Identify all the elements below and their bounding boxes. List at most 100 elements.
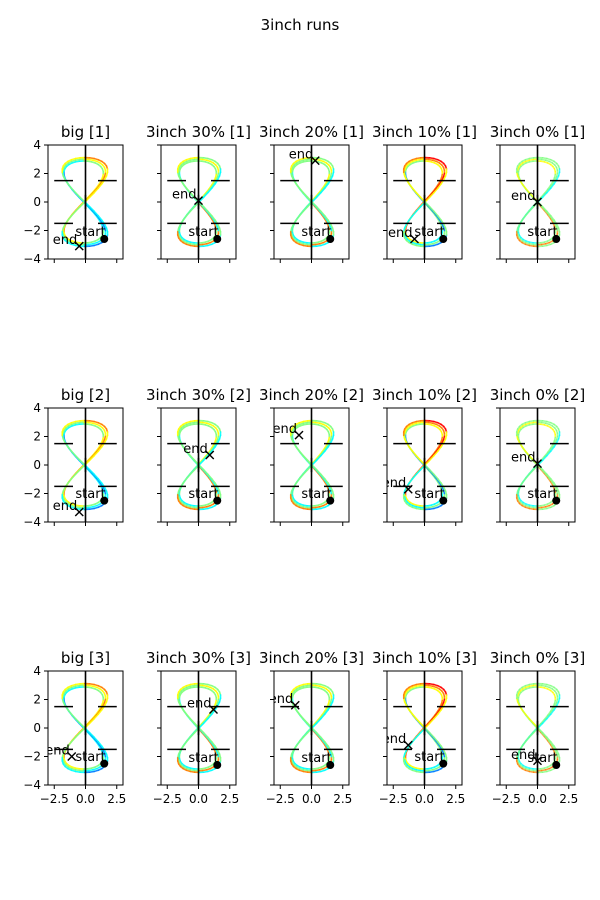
plot-area: start end [506,145,569,259]
start-label: start [75,225,105,240]
y-tick-label: 4 [33,664,41,678]
y-tick-label: 2 [33,693,41,707]
subplot-title: 3inch 30% [2] [146,386,251,404]
end-marker [403,740,413,750]
start-label: start [301,225,331,240]
subplot-9: 3inch 10% [2] start end [372,386,477,526]
start-marker [100,759,109,768]
x-tick-label: −2.5 [40,792,69,806]
start-marker [326,761,335,770]
end-label: end [172,188,197,203]
end-marker [533,197,542,207]
end-marker [74,507,84,517]
x-tick-label: 2.5 [220,792,239,806]
subplot-title: 3inch 10% [1] [372,123,477,141]
start-marker [439,496,448,505]
end-marker [290,700,300,710]
y-tick-label: 2 [33,430,41,444]
x-tick-label: −2.5 [153,792,182,806]
x-tick-label: −2.5 [266,792,295,806]
start-label: start [188,225,218,240]
gate-2 [280,720,343,785]
subplot-title: 3inch 20% [2] [259,386,364,404]
subplot-title: 3inch 20% [3] [259,649,364,667]
subplot-title: big [2] [61,386,110,404]
start-marker [100,235,109,244]
subplot-2: 3inch 30% [1] start end [146,123,251,263]
start-marker [213,235,222,244]
end-marker [533,459,542,469]
subplot-14: 3inch 10% [3] start end −2.5 0.0 2.5 [372,649,477,806]
end-marker [205,450,215,460]
start-marker [439,759,448,768]
end-label: end [511,189,536,204]
subplot-title: 3inch 0% [1] [490,123,586,141]
gate-2 [280,457,343,522]
figure-suptitle: 3inch runs [261,16,340,34]
x-tick-label: 2.5 [446,792,465,806]
start-marker [213,496,222,505]
x-tick-label: 0.0 [189,792,208,806]
subplot-title: 3inch 10% [3] [372,649,477,667]
x-tick-label: 2.5 [333,792,352,806]
start-label: start [527,487,557,502]
end-marker [533,756,542,766]
y-tick-label: −2 [23,750,41,764]
x-tick-label: 0.0 [302,792,321,806]
end-marker [209,704,218,714]
subplot-title: 3inch 0% [2] [490,386,586,404]
gate-2 [54,720,117,785]
gate-2 [167,457,230,522]
end-label: end [269,692,294,707]
start-label: start [75,487,105,502]
end-label: end [289,148,314,163]
x-tick-label: −2.5 [492,792,521,806]
y-tick-label: 0 [33,721,41,735]
start-label: start [188,487,218,502]
gate-2 [506,194,569,259]
end-marker [410,234,419,244]
gate-2 [506,457,569,522]
gate-2 [280,194,343,259]
trajectory-lap-3 [515,419,561,511]
subplot-13: 3inch 20% [3] start end −2.5 0.0 2.5 [259,649,364,806]
subplot-title: 3inch 0% [3] [490,649,586,667]
y-tick-label: −4 [23,778,41,792]
start-marker [326,496,335,505]
subplot-10: 3inch 0% [2] start end [490,386,586,526]
end-label: end [511,451,536,466]
end-marker [403,484,413,494]
trajectory-lap-3 [61,156,109,248]
end-marker [194,196,203,206]
end-label: end [388,226,413,241]
subplot-12: 3inch 30% [3] start end −2.5 0.0 2.5 [146,649,251,806]
trajectory-lap-3 [402,682,448,774]
end-marker [74,241,84,251]
end-label: end [511,748,536,763]
start-label: start [188,751,218,766]
subplot-7: 3inch 30% [2] start end [146,386,251,526]
gate-2 [54,457,117,522]
trajectory-lap-3 [176,682,222,774]
start-marker [213,761,222,770]
start-label: start [527,225,557,240]
gate-2 [393,194,456,259]
y-tick-label: 0 [33,458,41,472]
y-tick-label: 2 [33,167,41,181]
y-tick-label: 4 [33,401,41,415]
start-label: start [414,487,444,502]
start-label: start [301,487,331,502]
end-marker [310,156,320,166]
y-tick-label: −2 [23,487,41,501]
